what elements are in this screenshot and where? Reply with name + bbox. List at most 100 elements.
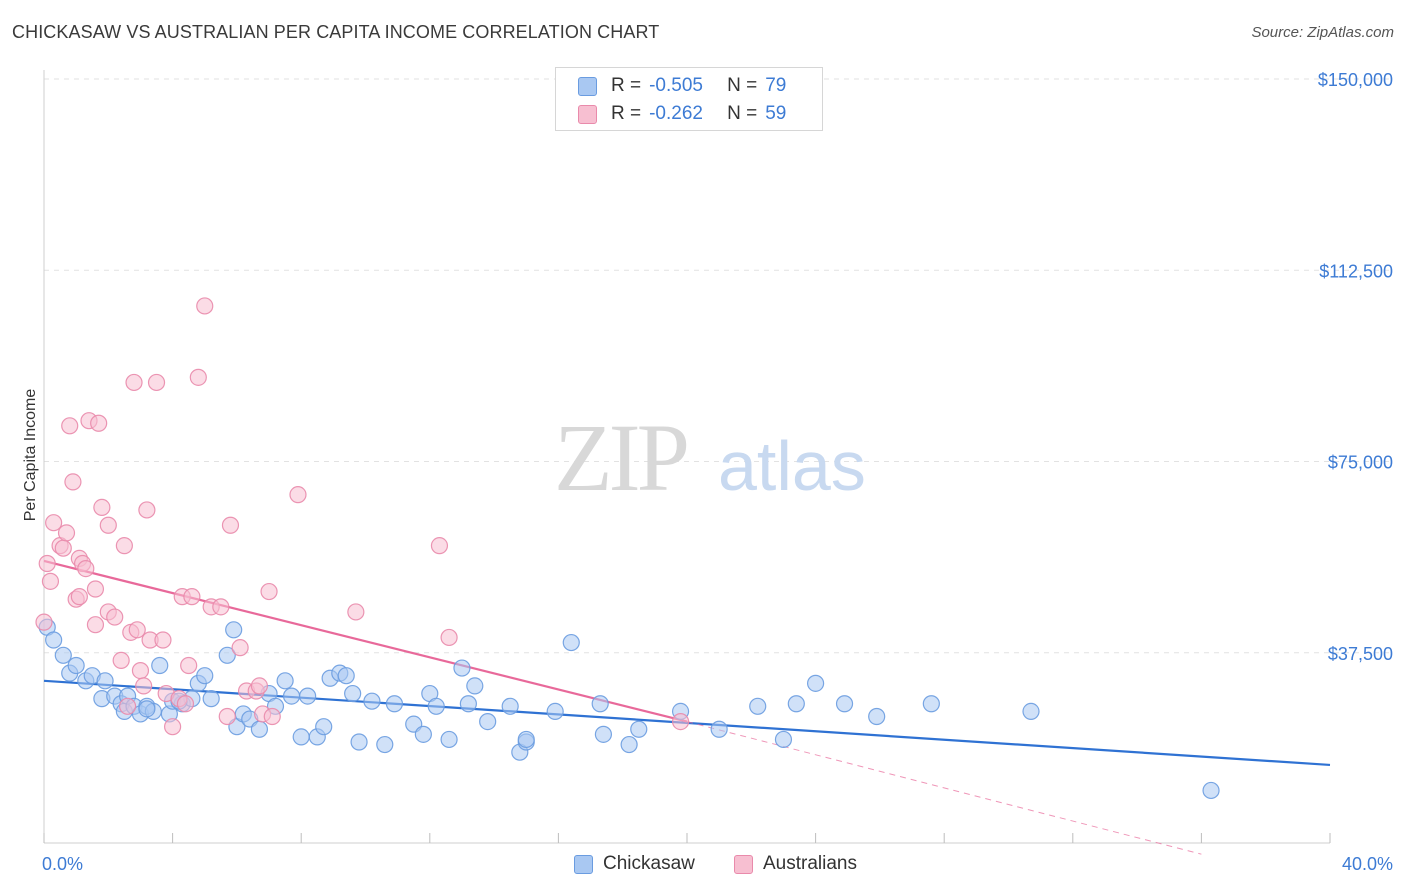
bottom-legend-chickasaw: Chickasaw bbox=[574, 852, 695, 876]
point-australians bbox=[212, 598, 230, 616]
point-australians bbox=[189, 368, 207, 386]
point-chickasaw bbox=[151, 656, 169, 675]
point-chickasaw bbox=[350, 733, 368, 751]
point-chickasaw bbox=[315, 718, 333, 736]
bottom-legend-swatch-chickasaw bbox=[574, 854, 593, 874]
point-australians bbox=[183, 588, 201, 606]
y-tick-label: $75,000 bbox=[1328, 453, 1393, 473]
point-chickasaw bbox=[138, 700, 156, 718]
bottom-legend-label-australians: Australians bbox=[763, 853, 857, 874]
trend-extension-australians bbox=[686, 721, 1202, 855]
bottom-legend-label-chickasaw: Chickasaw bbox=[603, 853, 695, 874]
y-tick-label: $37,500 bbox=[1328, 644, 1393, 664]
legend-row-australians: R = -0.262 N = 59 bbox=[578, 101, 786, 127]
point-australians bbox=[221, 516, 240, 534]
point-australians bbox=[218, 707, 236, 726]
point-australians bbox=[231, 639, 249, 657]
point-australians bbox=[131, 661, 150, 680]
point-australians bbox=[54, 539, 72, 557]
x-tick-label: 40.0% bbox=[1342, 854, 1393, 874]
point-australians bbox=[112, 651, 130, 670]
point-chickasaw bbox=[594, 725, 613, 743]
watermark-zip: ZIP bbox=[554, 404, 687, 511]
legend-n-value: 79 bbox=[765, 75, 787, 96]
stats-legend: R = -0.505 N = 79 R = -0.262 N = 59 bbox=[555, 67, 823, 131]
point-australians bbox=[180, 656, 198, 675]
y-tick-label: $150,000 bbox=[1318, 70, 1393, 90]
point-australians bbox=[196, 297, 214, 315]
point-chickasaw bbox=[774, 730, 793, 749]
point-australians bbox=[57, 524, 76, 542]
point-chickasaw bbox=[1022, 702, 1040, 721]
y-tick-label: $112,500 bbox=[1319, 261, 1393, 281]
axes bbox=[43, 70, 1331, 844]
bottom-legend-swatch-australians bbox=[734, 854, 753, 874]
point-australians bbox=[77, 559, 95, 578]
point-australians bbox=[115, 537, 133, 555]
point-australians bbox=[35, 613, 53, 631]
point-australians bbox=[176, 695, 195, 713]
point-chickasaw bbox=[710, 720, 728, 738]
point-australians bbox=[38, 554, 56, 573]
point-chickasaw bbox=[562, 633, 580, 652]
point-australians bbox=[99, 516, 117, 534]
point-australians bbox=[260, 582, 278, 601]
point-australians bbox=[86, 580, 105, 598]
point-chickasaw bbox=[67, 656, 85, 675]
point-chickasaw bbox=[459, 695, 477, 713]
point-australians bbox=[86, 616, 105, 634]
point-chickasaw bbox=[787, 695, 805, 713]
point-australians bbox=[45, 514, 63, 532]
point-chickasaw bbox=[292, 728, 310, 746]
point-australians bbox=[70, 588, 88, 606]
legend-r-label: R = bbox=[611, 103, 642, 124]
legend-r-label: R = bbox=[611, 75, 642, 96]
point-australians bbox=[164, 718, 182, 736]
point-chickasaw bbox=[835, 695, 854, 713]
point-chickasaw bbox=[1202, 781, 1220, 800]
point-chickasaw bbox=[250, 720, 269, 738]
point-chickasaw bbox=[620, 735, 638, 754]
grid-lines bbox=[44, 78, 1394, 654]
point-chickasaw bbox=[96, 672, 114, 690]
point-chickasaw bbox=[363, 692, 381, 710]
legend-row-chickasaw: R = -0.505 N = 79 bbox=[578, 73, 786, 99]
point-chickasaw bbox=[376, 735, 394, 754]
point-chickasaw bbox=[414, 725, 432, 743]
point-australians bbox=[41, 572, 60, 590]
point-chickasaw bbox=[440, 730, 458, 749]
bottom-legend-australians: Australians bbox=[734, 852, 857, 876]
legend-r-value: -0.262 bbox=[649, 103, 703, 124]
point-chickasaw bbox=[517, 730, 535, 749]
point-australians bbox=[128, 621, 146, 639]
point-australians bbox=[263, 707, 281, 726]
point-chickasaw bbox=[427, 697, 445, 715]
point-chickasaw bbox=[479, 712, 497, 731]
point-chickasaw bbox=[276, 672, 294, 690]
point-chickasaw bbox=[299, 687, 317, 705]
legend-n-label: N = bbox=[727, 103, 758, 124]
point-chickasaw bbox=[196, 667, 214, 685]
tick-labels: $37,500 $75,000 $112,500 $150,000 0.0% 40.0% bbox=[42, 70, 1393, 874]
legend-swatch-chickasaw bbox=[578, 76, 597, 96]
point-chickasaw bbox=[453, 659, 471, 677]
point-chickasaw bbox=[344, 684, 362, 703]
point-chickasaw bbox=[225, 621, 243, 639]
point-australians bbox=[138, 501, 156, 519]
point-chickasaw bbox=[806, 674, 825, 692]
point-australians bbox=[154, 631, 172, 649]
point-australians bbox=[430, 537, 449, 555]
point-australians bbox=[250, 677, 269, 695]
point-chickasaw bbox=[501, 697, 519, 715]
point-chickasaw bbox=[385, 695, 404, 713]
point-chickasaw bbox=[630, 720, 648, 738]
trend-line-australians bbox=[43, 559, 688, 723]
point-chickasaw bbox=[54, 646, 72, 664]
point-chickasaw bbox=[218, 646, 236, 664]
point-australians bbox=[671, 712, 690, 731]
x-tick-label: 0.0% bbox=[42, 854, 83, 874]
legend-r-value: -0.505 bbox=[649, 75, 703, 96]
point-australians bbox=[106, 608, 124, 626]
data-points bbox=[35, 297, 1220, 800]
point-chickasaw bbox=[922, 695, 940, 713]
